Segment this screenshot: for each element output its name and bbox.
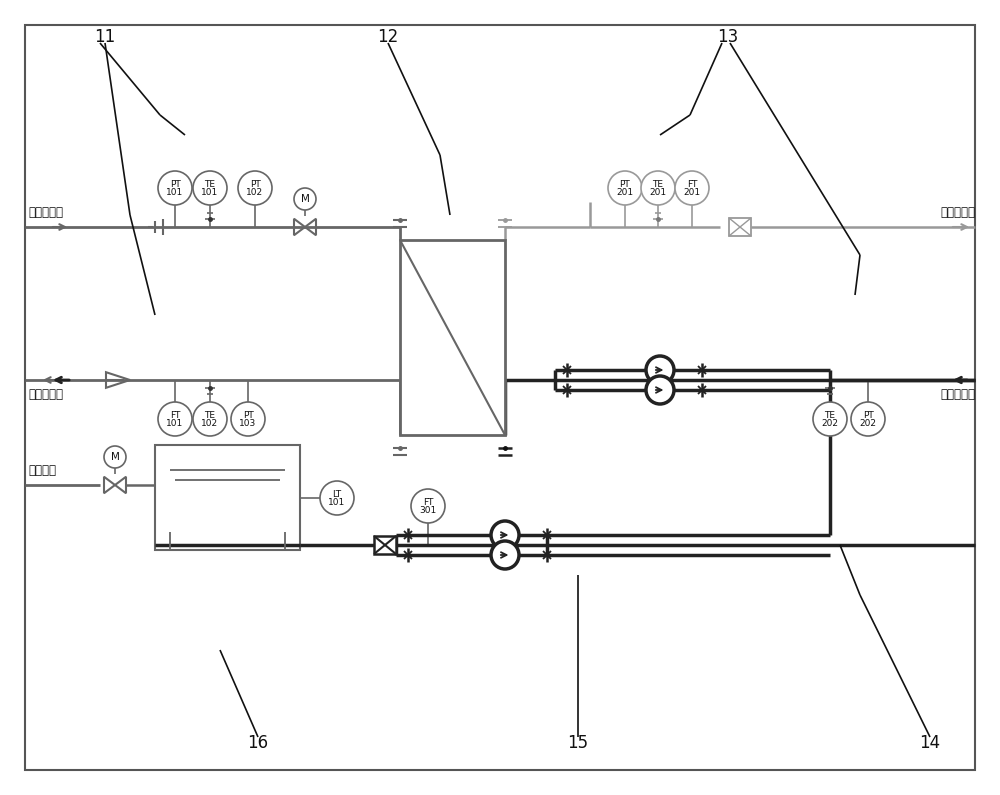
Text: FT: FT bbox=[170, 411, 180, 420]
Text: TE: TE bbox=[824, 411, 836, 420]
Text: 101: 101 bbox=[166, 188, 184, 197]
Circle shape bbox=[158, 402, 192, 436]
Text: 一次网回水: 一次网回水 bbox=[28, 388, 63, 401]
Text: TE: TE bbox=[652, 180, 664, 189]
Text: 13: 13 bbox=[717, 28, 739, 46]
Text: 15: 15 bbox=[567, 734, 589, 752]
Circle shape bbox=[238, 171, 272, 205]
Circle shape bbox=[641, 171, 675, 205]
Circle shape bbox=[158, 171, 192, 205]
Circle shape bbox=[320, 481, 354, 515]
Text: 101: 101 bbox=[201, 188, 219, 197]
Text: 101: 101 bbox=[166, 419, 184, 428]
Circle shape bbox=[193, 171, 227, 205]
Text: FT: FT bbox=[423, 498, 433, 507]
Text: 系统补水: 系统补水 bbox=[28, 464, 56, 477]
Text: PT: PT bbox=[243, 411, 253, 420]
Text: 201: 201 bbox=[649, 188, 667, 197]
Text: 202: 202 bbox=[860, 419, 876, 428]
Text: 11: 11 bbox=[94, 28, 116, 46]
Circle shape bbox=[104, 446, 126, 468]
Text: 二次网供水: 二次网供水 bbox=[940, 206, 975, 219]
Text: PT: PT bbox=[620, 180, 630, 189]
Text: PT: PT bbox=[250, 180, 260, 189]
Text: 一次网供水: 一次网供水 bbox=[28, 206, 63, 219]
Circle shape bbox=[851, 402, 885, 436]
Bar bbox=[374, 536, 396, 554]
Text: PT: PT bbox=[170, 180, 180, 189]
Text: 102: 102 bbox=[246, 188, 264, 197]
Text: 102: 102 bbox=[201, 419, 219, 428]
Circle shape bbox=[491, 521, 519, 549]
Bar bbox=[400, 240, 505, 435]
Text: 二次网回水: 二次网回水 bbox=[940, 388, 975, 401]
Text: 201: 201 bbox=[616, 188, 634, 197]
Text: PT: PT bbox=[863, 411, 873, 420]
Text: M: M bbox=[301, 194, 309, 204]
Text: M: M bbox=[111, 452, 119, 462]
Circle shape bbox=[675, 171, 709, 205]
Text: LT: LT bbox=[332, 490, 342, 499]
Circle shape bbox=[193, 402, 227, 436]
Text: 14: 14 bbox=[919, 734, 941, 752]
Text: FT: FT bbox=[687, 180, 697, 189]
Circle shape bbox=[813, 402, 847, 436]
Circle shape bbox=[608, 171, 642, 205]
Text: TE: TE bbox=[205, 180, 216, 189]
Circle shape bbox=[646, 376, 674, 404]
Bar bbox=[729, 218, 751, 236]
Circle shape bbox=[231, 402, 265, 436]
Text: 16: 16 bbox=[247, 734, 269, 752]
Circle shape bbox=[646, 356, 674, 384]
Text: 12: 12 bbox=[377, 28, 399, 46]
Circle shape bbox=[411, 489, 445, 523]
Text: 101: 101 bbox=[328, 498, 346, 507]
Bar bbox=[155, 445, 300, 550]
Text: 201: 201 bbox=[683, 188, 701, 197]
Text: 301: 301 bbox=[419, 506, 437, 515]
Circle shape bbox=[294, 188, 316, 210]
Circle shape bbox=[491, 541, 519, 569]
Text: TE: TE bbox=[205, 411, 216, 420]
Text: 202: 202 bbox=[822, 419, 838, 428]
Text: 103: 103 bbox=[239, 419, 257, 428]
